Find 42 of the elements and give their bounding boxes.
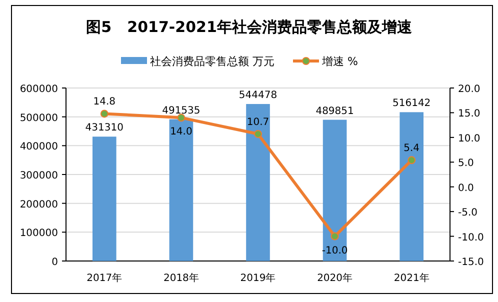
y2-tick-label: 5.0 [458,158,474,170]
y-tick-label: 0 [52,257,58,268]
data-label: 10.7 [246,116,270,128]
point [330,232,339,240]
y2-tick-label: -10.0 [458,232,484,244]
bar [400,112,424,261]
chart-title: 图5 2017-2021年社会消费品零售总额及增速 [86,18,413,36]
bar [246,104,270,261]
x-tick-label: 2018年 [163,272,199,284]
data-label: 489851 [316,106,354,117]
point [100,110,108,118]
point [254,130,262,138]
y-tick-label: 200000 [20,199,58,210]
y-tick-label: 600000 [20,84,58,95]
bar [92,136,116,261]
x-tick-label: 2020年 [317,272,353,284]
x-tick-label: 2017年 [86,272,122,284]
y2-tick-label: 20.0 [458,84,480,95]
data-label: 431310 [85,122,124,134]
y2-tick-label: 15.0 [458,108,480,120]
legend-label: 增速 % [321,55,358,68]
y2-tick-label: -5.0 [458,208,478,219]
bar [322,120,347,261]
y2-tick-label: -15.0 [458,257,484,268]
data-label: 14.0 [170,126,192,138]
y-tick-label: 400000 [20,142,58,153]
point [177,114,186,122]
data-label: 516142 [392,98,431,110]
x-tick-label: 2019年 [240,272,276,284]
y2-tick-label: 0.0 [458,182,474,194]
legend-label: 社会消费品零售总额 万元 [150,55,274,68]
data-label: 5.4 [404,143,420,154]
point [408,156,416,164]
y-tick-label: 300000 [20,170,58,182]
bar [169,119,194,261]
y-tick-label: 100000 [20,228,58,240]
data-label: 14.8 [93,96,116,108]
y2-tick-label: 10.0 [458,133,480,144]
y-tick-label: 500000 [20,112,58,124]
data-label: 491535 [162,105,200,116]
x-tick-label: 2021年 [394,272,430,284]
data-label: 544478 [238,90,278,102]
